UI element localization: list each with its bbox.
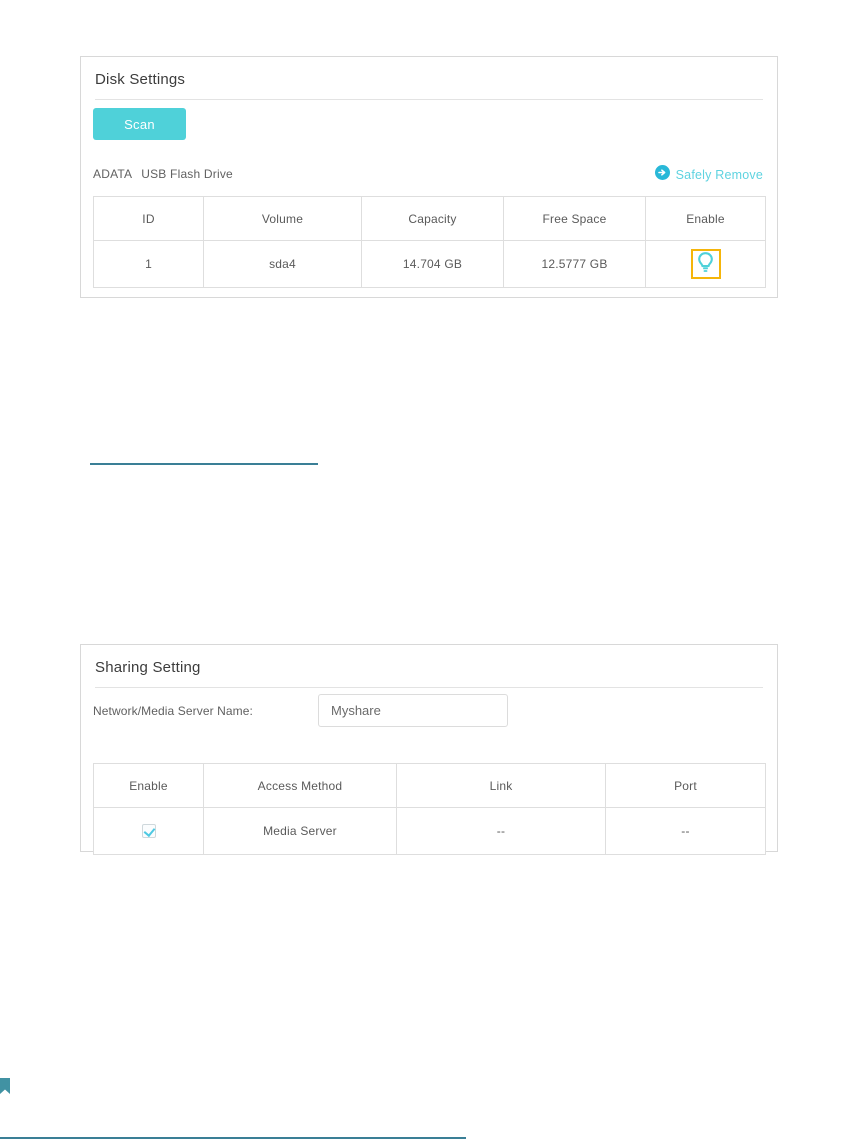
disk-col-capacity: Capacity bbox=[361, 196, 504, 241]
sharing-setting-title: Sharing Setting bbox=[95, 659, 201, 676]
sharing-col-access-method: Access Method bbox=[203, 763, 397, 808]
disk-cell-volume: sda4 bbox=[203, 240, 362, 288]
server-name-input[interactable] bbox=[318, 694, 508, 727]
sharing-col-port: Port bbox=[605, 763, 766, 808]
table-row: Media Server -- -- bbox=[93, 807, 766, 855]
sharing-col-link: Link bbox=[396, 763, 606, 808]
media-server-enable-checkbox[interactable] bbox=[141, 824, 156, 839]
sharing-cell-link: -- bbox=[396, 807, 606, 855]
sharing-setting-title-divider bbox=[95, 687, 763, 688]
safely-remove-button[interactable]: Safely Remove bbox=[654, 165, 763, 185]
disk-table-header-row: ID Volume Capacity Free Space Enable bbox=[93, 196, 766, 241]
disk-settings-title: Disk Settings bbox=[95, 71, 186, 88]
sharing-table: Enable Access Method Link Port Media Ser… bbox=[93, 763, 766, 855]
sharing-cell-access-method: Media Server bbox=[203, 807, 397, 855]
server-name-field-row: Network/Media Server Name: bbox=[93, 694, 789, 727]
middle-horizontal-rule bbox=[90, 463, 318, 465]
disk-col-enable: Enable bbox=[645, 196, 766, 241]
server-name-label: Network/Media Server Name: bbox=[93, 703, 253, 718]
disk-cell-id: 1 bbox=[93, 240, 204, 288]
sharing-col-enable: Enable bbox=[93, 763, 204, 808]
scan-button[interactable]: Scan bbox=[93, 108, 186, 140]
sharing-table-header-row: Enable Access Method Link Port bbox=[93, 763, 766, 808]
disk-col-volume: Volume bbox=[203, 196, 362, 241]
disk-cell-capacity: 14.704 GB bbox=[361, 240, 504, 288]
disk-col-id: ID bbox=[93, 196, 204, 241]
sharing-cell-enable bbox=[93, 807, 204, 855]
disk-device-vendor: ADATA bbox=[93, 167, 133, 181]
light-bulb-icon bbox=[697, 252, 714, 276]
arrow-right-circle-icon bbox=[654, 165, 670, 185]
disk-device-label: ADATA USB Flash Drive bbox=[93, 167, 233, 181]
safely-remove-label: Safely Remove bbox=[675, 168, 763, 182]
bottom-horizontal-rule bbox=[0, 1137, 466, 1139]
enable-disk-toggle[interactable] bbox=[690, 249, 721, 279]
disk-settings-title-divider bbox=[95, 99, 763, 100]
disk-settings-card: Disk Settings Scan ADATA USB Flash Drive … bbox=[80, 56, 778, 298]
disk-col-free-space: Free Space bbox=[503, 196, 646, 241]
table-row: 1 sda4 14.704 GB 12.5777 GB bbox=[93, 240, 766, 288]
bookmark-icon bbox=[0, 1078, 10, 1094]
sharing-setting-card: Sharing Setting Network/Media Server Nam… bbox=[80, 644, 778, 855]
disk-cell-free-space: 12.5777 GB bbox=[503, 240, 646, 288]
disk-table: ID Volume Capacity Free Space Enable 1 s… bbox=[93, 196, 766, 288]
disk-device-type: USB Flash Drive bbox=[141, 167, 233, 181]
disk-cell-enable bbox=[645, 240, 766, 288]
sharing-cell-port: -- bbox=[605, 807, 766, 855]
